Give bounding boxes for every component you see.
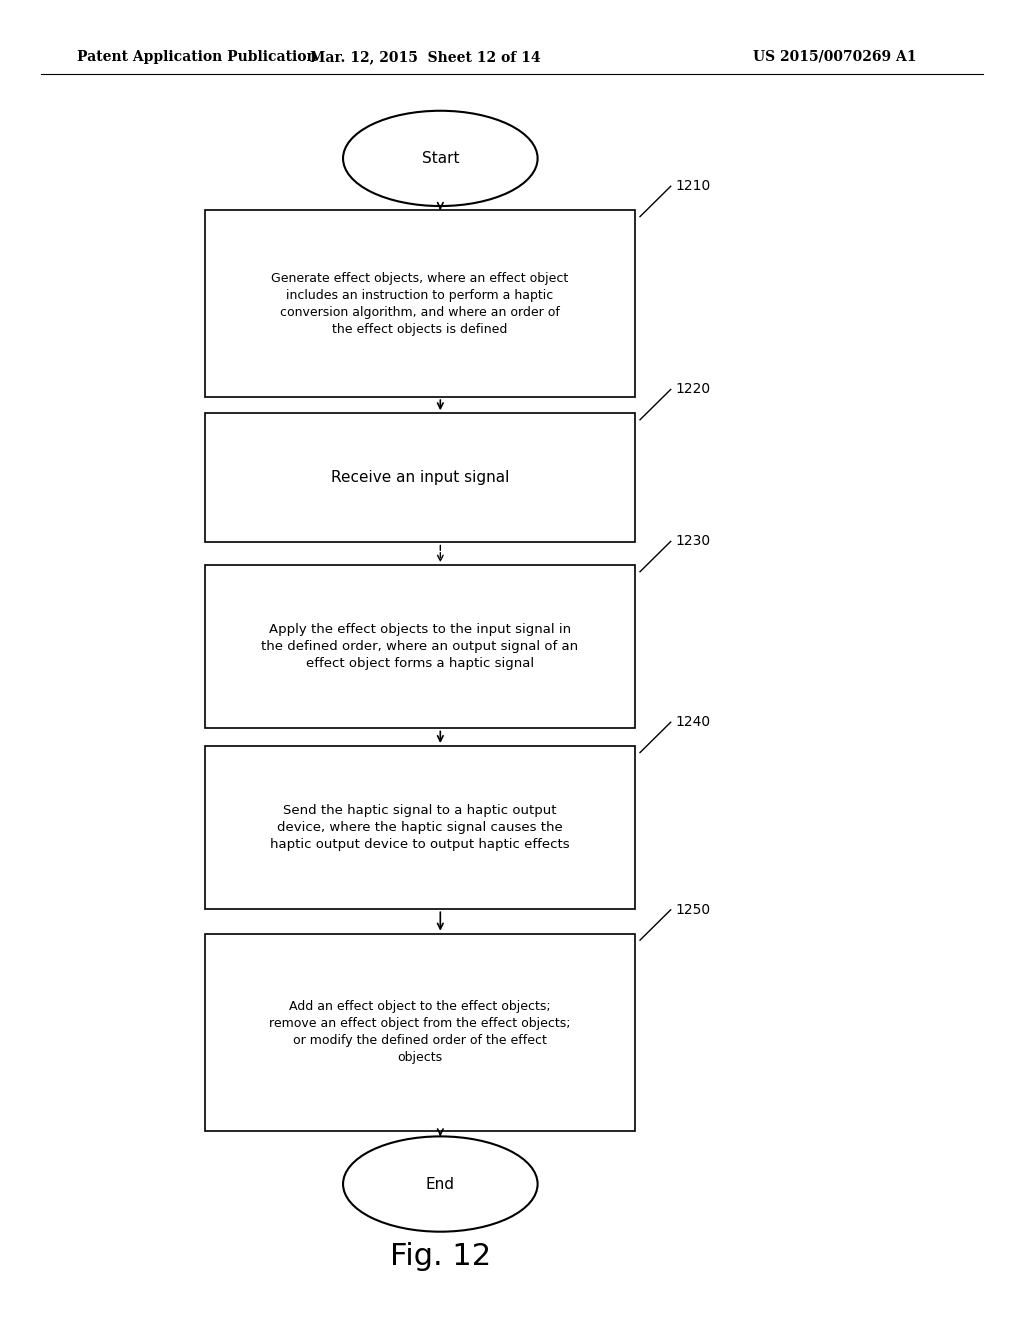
- Bar: [205, 413, 635, 543]
- Text: 1220: 1220: [676, 383, 711, 396]
- Text: 1230: 1230: [676, 535, 711, 548]
- Text: Add an effect object to the effect objects;
remove an effect object from the eff: Add an effect object to the effect objec…: [269, 1001, 570, 1064]
- Text: US 2015/0070269 A1: US 2015/0070269 A1: [753, 50, 916, 63]
- Text: Apply the effect objects to the input signal in
the defined order, where an outp: Apply the effect objects to the input si…: [261, 623, 579, 671]
- Text: Start: Start: [422, 150, 459, 166]
- Text: 1240: 1240: [676, 715, 711, 729]
- Bar: [205, 933, 635, 1131]
- Bar: [205, 746, 635, 909]
- Text: Patent Application Publication: Patent Application Publication: [77, 50, 316, 63]
- Bar: [205, 210, 635, 397]
- Text: Send the haptic signal to a haptic output
device, where the haptic signal causes: Send the haptic signal to a haptic outpu…: [270, 804, 569, 851]
- Text: 1210: 1210: [676, 180, 711, 193]
- Text: 1250: 1250: [676, 903, 711, 917]
- Text: Fig. 12: Fig. 12: [390, 1242, 490, 1271]
- Bar: [205, 565, 635, 729]
- Text: End: End: [426, 1176, 455, 1192]
- Text: Generate effect objects, where an effect object
includes an instruction to perfo: Generate effect objects, where an effect…: [271, 272, 568, 335]
- Text: Mar. 12, 2015  Sheet 12 of 14: Mar. 12, 2015 Sheet 12 of 14: [309, 50, 541, 63]
- Text: Receive an input signal: Receive an input signal: [331, 470, 509, 486]
